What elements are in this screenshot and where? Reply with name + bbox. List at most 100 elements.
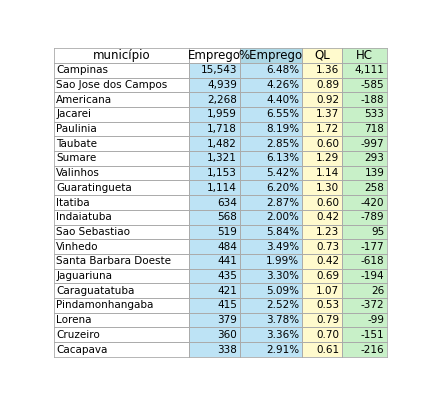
Bar [189, 195, 240, 210]
Text: Jaguariuna: Jaguariuna [56, 271, 112, 281]
Text: 6.13%: 6.13% [266, 154, 299, 163]
Bar [189, 328, 240, 342]
Text: Paulinia: Paulinia [56, 124, 97, 134]
Bar [240, 239, 302, 254]
Text: 1.30: 1.30 [316, 183, 339, 193]
Bar [240, 122, 302, 136]
Text: 1,114: 1,114 [207, 183, 237, 193]
Bar [302, 269, 342, 284]
Text: 3.30%: 3.30% [266, 271, 299, 281]
Text: 338: 338 [217, 344, 237, 354]
Bar [302, 48, 342, 63]
Bar [189, 107, 240, 122]
Text: -997: -997 [361, 139, 384, 149]
Text: 533: 533 [365, 109, 384, 119]
Text: 5.42%: 5.42% [266, 168, 299, 178]
Bar [189, 313, 240, 328]
Bar [342, 284, 387, 298]
Bar [342, 63, 387, 77]
Text: 484: 484 [217, 242, 237, 251]
Text: 0.69: 0.69 [316, 271, 339, 281]
Bar [240, 48, 302, 63]
Bar [302, 239, 342, 254]
Bar [302, 313, 342, 328]
Bar [240, 313, 302, 328]
Text: -618: -618 [361, 256, 384, 266]
Bar [54, 254, 189, 269]
Bar [342, 151, 387, 166]
Bar [302, 254, 342, 269]
Text: 421: 421 [217, 286, 237, 296]
Bar [302, 63, 342, 77]
Bar [54, 239, 189, 254]
Text: -194: -194 [361, 271, 384, 281]
Text: Indaiatuba: Indaiatuba [56, 212, 112, 222]
Text: 1.36: 1.36 [316, 65, 339, 75]
Bar [342, 77, 387, 92]
Bar [54, 77, 189, 92]
Bar [302, 195, 342, 210]
Bar [189, 254, 240, 269]
Text: 2.52%: 2.52% [266, 300, 299, 310]
Text: 139: 139 [365, 168, 384, 178]
Bar [54, 107, 189, 122]
Text: 95: 95 [371, 227, 384, 237]
Bar [342, 269, 387, 284]
Bar [54, 136, 189, 151]
Text: Caraguatatuba: Caraguatatuba [56, 286, 135, 296]
Text: 634: 634 [217, 198, 237, 207]
Bar [54, 313, 189, 328]
Text: 4,111: 4,111 [354, 65, 384, 75]
Bar [302, 107, 342, 122]
Text: 0.79: 0.79 [316, 315, 339, 325]
Bar [302, 225, 342, 239]
Bar [189, 63, 240, 77]
Text: 360: 360 [217, 330, 237, 340]
Text: 435: 435 [217, 271, 237, 281]
Text: 2.00%: 2.00% [266, 212, 299, 222]
Bar [342, 342, 387, 357]
Bar [54, 92, 189, 107]
Bar [240, 298, 302, 313]
Text: Jacarei: Jacarei [56, 109, 92, 119]
Text: 26: 26 [371, 286, 384, 296]
Text: -216: -216 [361, 344, 384, 354]
Text: 0.42: 0.42 [316, 256, 339, 266]
Bar [342, 92, 387, 107]
Bar [54, 180, 189, 195]
Bar [189, 122, 240, 136]
Bar [240, 63, 302, 77]
Text: Cruzeiro: Cruzeiro [56, 330, 100, 340]
Text: 0.92: 0.92 [316, 95, 339, 105]
Text: 379: 379 [217, 315, 237, 325]
Text: 0.70: 0.70 [316, 330, 339, 340]
Bar [302, 284, 342, 298]
Text: -151: -151 [361, 330, 384, 340]
Text: Itatiba: Itatiba [56, 198, 90, 207]
Bar [342, 195, 387, 210]
Text: -372: -372 [361, 300, 384, 310]
Bar [240, 284, 302, 298]
Bar [54, 210, 189, 225]
Text: 0.42: 0.42 [316, 212, 339, 222]
Text: 1.99%: 1.99% [266, 256, 299, 266]
Bar [342, 107, 387, 122]
Bar [189, 180, 240, 195]
Bar [240, 254, 302, 269]
Bar [302, 92, 342, 107]
Text: 3.78%: 3.78% [266, 315, 299, 325]
Text: 1,321: 1,321 [207, 154, 237, 163]
Bar [302, 180, 342, 195]
Bar [342, 48, 387, 63]
Text: -585: -585 [361, 80, 384, 90]
Bar [189, 284, 240, 298]
Bar [342, 298, 387, 313]
Bar [240, 328, 302, 342]
Text: 415: 415 [217, 300, 237, 310]
Text: 2,268: 2,268 [207, 95, 237, 105]
Text: 3.36%: 3.36% [266, 330, 299, 340]
Text: 519: 519 [217, 227, 237, 237]
Bar [342, 166, 387, 180]
Text: 2.85%: 2.85% [266, 139, 299, 149]
Bar [189, 48, 240, 63]
